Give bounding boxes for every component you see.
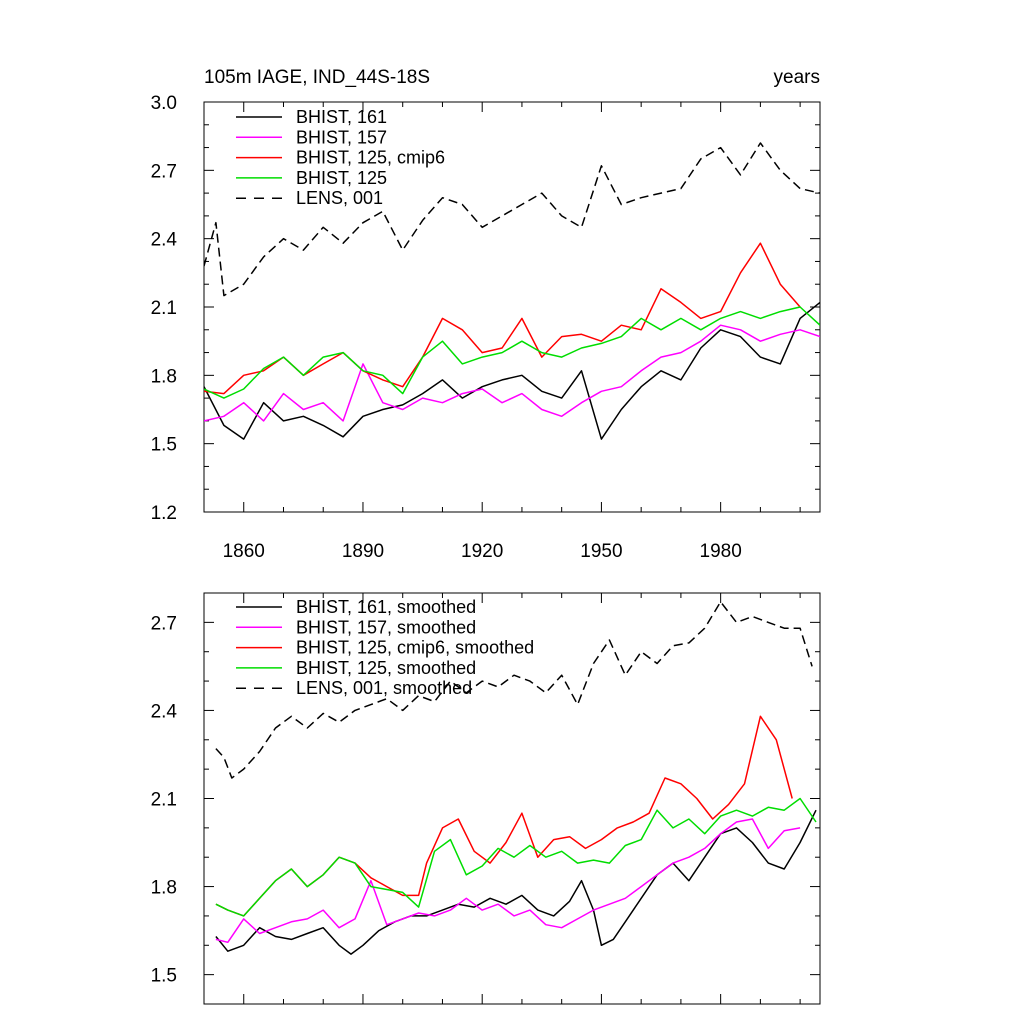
legend-label: LENS, 001	[296, 188, 383, 208]
y-tick-label: 1.5	[151, 435, 177, 456]
legend-label: BHIST, 125	[296, 168, 387, 188]
series-line-5	[215, 601, 813, 779]
series-line-2	[204, 324, 820, 422]
series-line-4	[215, 797, 817, 917]
legend-label: BHIST, 125, smoothed	[296, 658, 476, 678]
y-tick-label: 2.1	[151, 790, 177, 811]
x-tick-label: 1980	[700, 541, 742, 562]
x-tick-label: 1860	[223, 541, 265, 562]
series-line-3	[215, 715, 793, 917]
legend-label: BHIST, 157, smoothed	[296, 617, 476, 637]
x-tick-label: 1950	[580, 541, 622, 562]
y-tick-label: 3.0	[151, 93, 177, 114]
legend-label: BHIST, 161, smoothed	[296, 597, 476, 617]
legend-label: LENS, 001, smoothed	[296, 678, 472, 698]
legend-label: BHIST, 157	[296, 127, 387, 147]
x-tick-label: 1890	[342, 541, 384, 562]
series-line-1	[204, 301, 820, 440]
y-tick-label: 1.5	[151, 966, 177, 987]
series-line-1	[215, 809, 817, 955]
top-panel-units: years	[774, 67, 820, 88]
series-line-3	[204, 242, 801, 395]
series-line-4	[204, 306, 820, 399]
legend-label: BHIST, 125, cmip6, smoothed	[296, 638, 534, 658]
legend-label: BHIST, 125, cmip6	[296, 148, 445, 168]
legend-label: BHIST, 161	[296, 107, 387, 127]
y-tick-label: 2.7	[151, 613, 177, 634]
top-panel: 105m IAGE, IND_44S-18S years 1860 1890 192…	[151, 67, 821, 562]
y-tick-label: 1.8	[151, 878, 177, 899]
top-panel-title: 105m IAGE, IND_44S-18S	[204, 67, 430, 88]
y-tick-label: 2.7	[151, 161, 177, 182]
y-tick-label: 1.2	[151, 503, 177, 524]
y-tick-label: 2.1	[151, 298, 177, 319]
series-line-2	[215, 818, 801, 944]
y-tick-label: 2.4	[151, 701, 178, 722]
x-tick-label: 1920	[461, 541, 503, 562]
y-tick-label: 1.8	[151, 366, 177, 387]
y-tick-label: 2.4	[151, 230, 178, 251]
